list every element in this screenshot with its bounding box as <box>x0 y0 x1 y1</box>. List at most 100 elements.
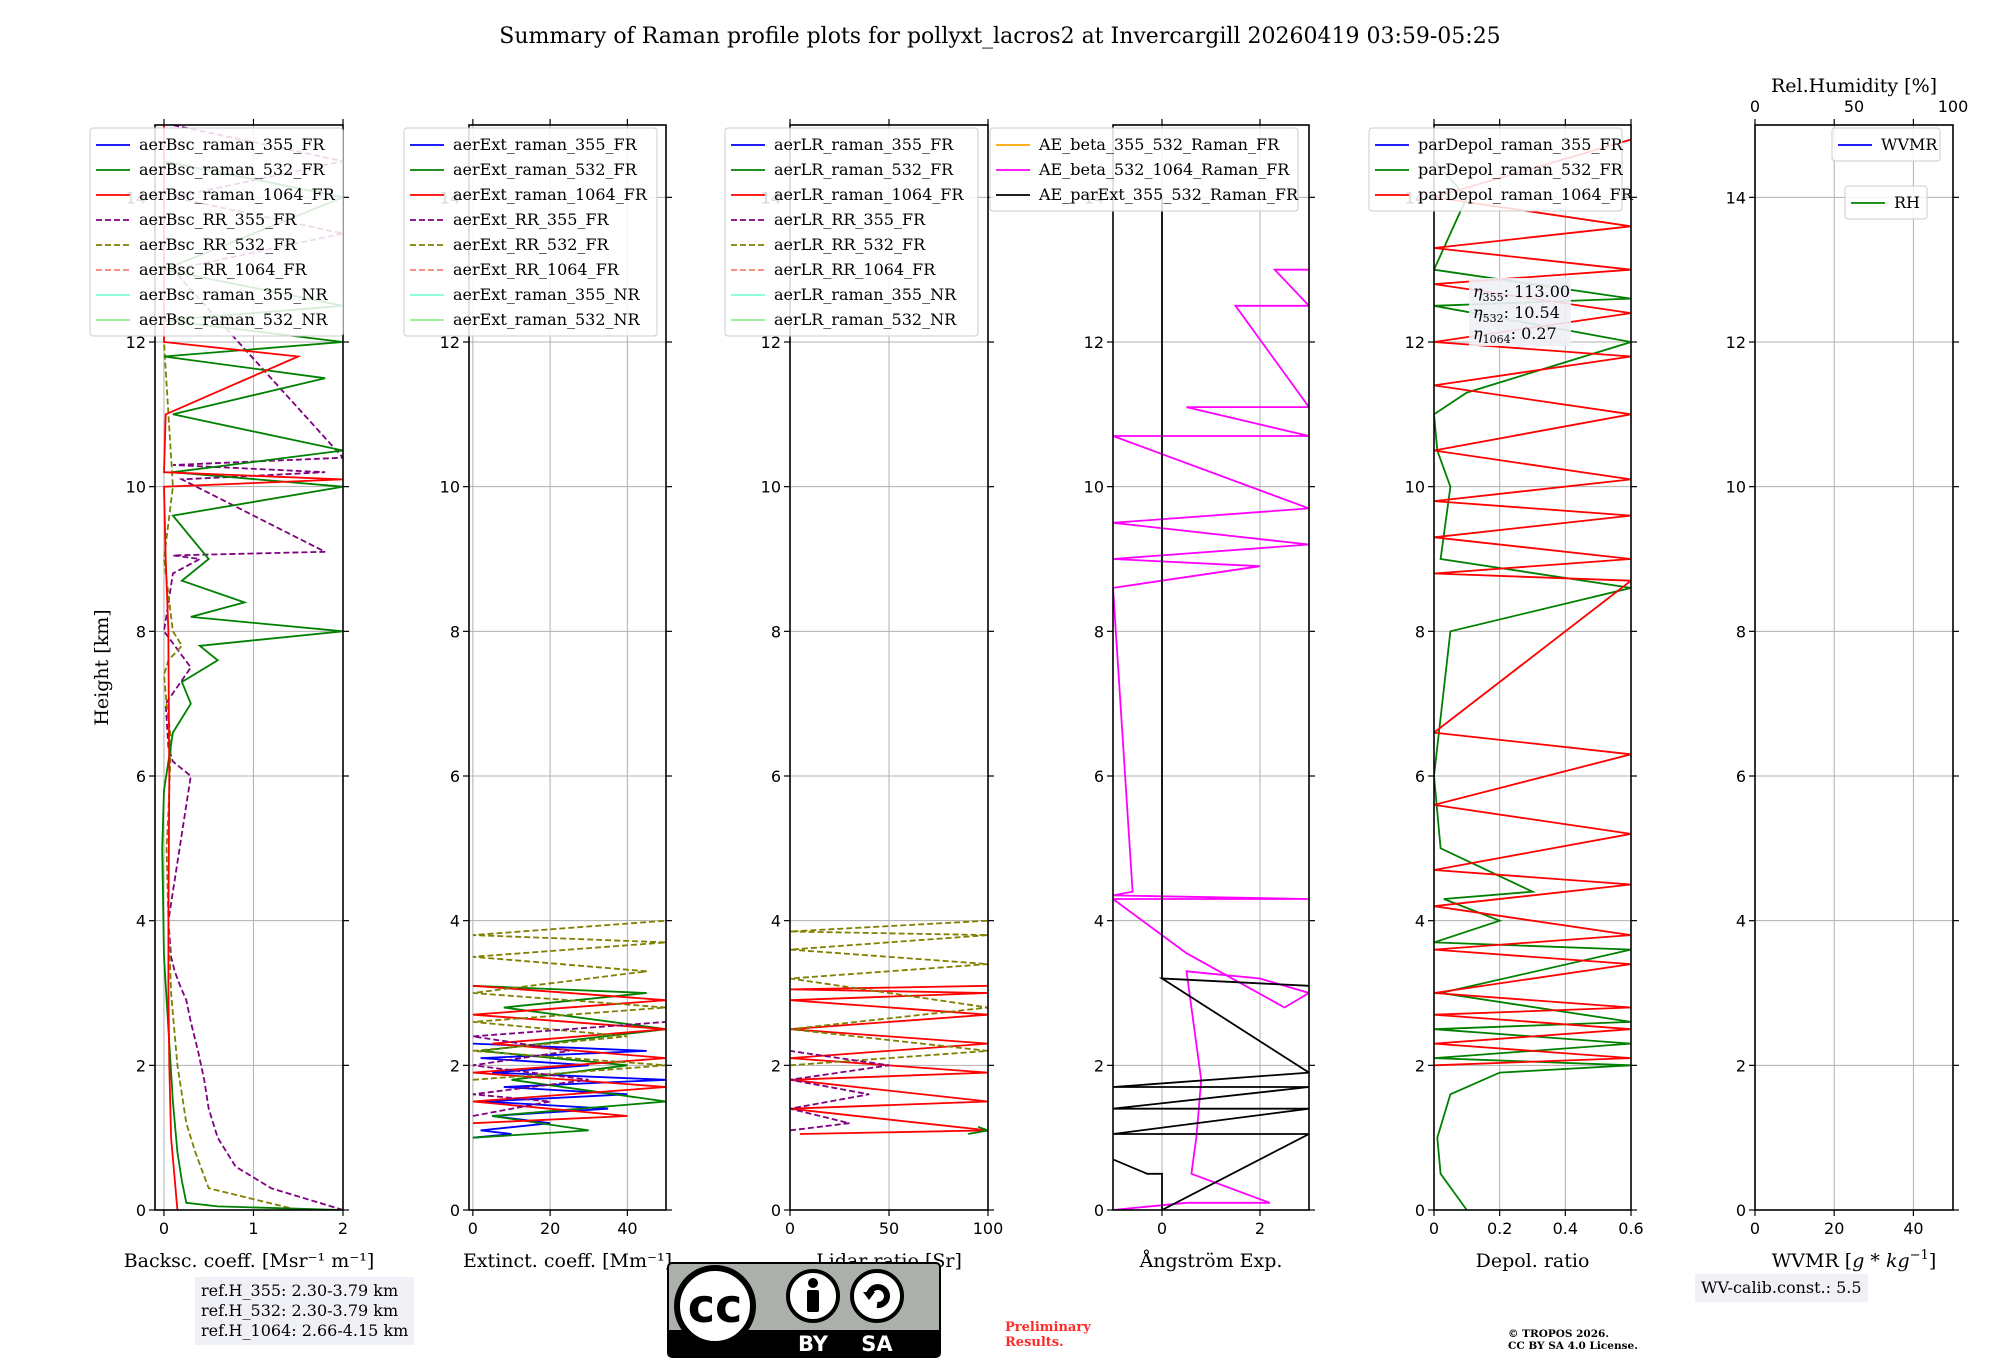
series-group <box>1434 138 1631 1210</box>
axes-frame <box>1754 124 1954 1211</box>
legend-label: aerExt_raman_1064_FR <box>453 185 648 204</box>
y-tick-label: 0 <box>1415 1201 1425 1220</box>
legend-frame <box>1831 127 1941 162</box>
legend-label: aerLR_raman_355_NR <box>774 285 957 304</box>
series-group <box>1113 197 1309 1210</box>
series-aerExt_raman_355_FR <box>472 1042 666 1139</box>
series-aerLR_RR_532_FR <box>790 919 988 1067</box>
legend-label: parDepol_raman_355_FR <box>1418 135 1624 154</box>
x-tick-label: 0 <box>1429 1219 1439 1238</box>
wv-calib-label: WV-calib.const.: 5.5 <box>1701 1278 1862 1297</box>
legend: AE_beta_355_532_Raman_FR AE_beta_532_1064… <box>989 127 1299 212</box>
y-tick-label: 0 <box>1094 1201 1104 1220</box>
y-tick-label: 8 <box>1415 622 1425 641</box>
series-group <box>160 125 343 1210</box>
y-tick-label: 10 <box>761 478 781 497</box>
ref-height-532: ref.H_532: 2.30-3.79 km <box>201 1301 399 1320</box>
x-tick-label: 2 <box>338 1219 348 1238</box>
x-tick-label: 1 <box>248 1219 258 1238</box>
y-tick-label: 6 <box>1415 767 1425 786</box>
legend-label: aerExt_raman_532_FR <box>453 160 638 179</box>
x-axis-label: Backsc. coeff. [Msr⁻¹ m⁻¹] <box>124 1250 375 1272</box>
ref-height-355: ref.H_355: 2.30-3.79 km <box>201 1281 399 1300</box>
x-axis-label: WVMR [g * kg−1] <box>1772 1248 1937 1272</box>
x-tick-label: 0.2 <box>1487 1219 1512 1238</box>
top-axis-label: Rel.Humidity [%] <box>1771 75 1937 97</box>
eta-532: η532: 10.54 <box>1473 303 1560 325</box>
legend-label: aerBsc_RR_532_FR <box>139 235 297 254</box>
y-tick-label: 2 <box>450 1056 460 1075</box>
y-tick-label: 10 <box>1405 478 1425 497</box>
ref-height-1064: ref.H_1064: 2.66-4.15 km <box>201 1321 409 1340</box>
legend-label: parDepol_raman_532_FR <box>1418 160 1624 179</box>
y-tick-label: 4 <box>1736 912 1746 931</box>
legend-label: aerLR_raman_532_NR <box>774 310 957 329</box>
panel-ext: 0204002468101214Extinct. coeff. [Mm⁻¹]ae… <box>403 119 672 1272</box>
legend-label: aerBsc_RR_1064_FR <box>139 260 308 279</box>
y-tick-label: 12 <box>761 333 781 352</box>
legend-label: aerExt_raman_532_NR <box>453 310 641 329</box>
copyright-line-1: © TROPOS 2026. <box>1508 1328 1610 1340</box>
preliminary-line-2: Results. <box>1005 1335 1064 1350</box>
x-axis-label: Extinct. coeff. [Mm⁻¹] <box>463 1250 672 1272</box>
top-x-tick-label: 100 <box>1938 97 1969 116</box>
y-tick-label: 2 <box>136 1056 146 1075</box>
legend-label: AE_beta_532_1064_Raman_FR <box>1038 160 1290 179</box>
y-tick-label: 8 <box>771 622 781 641</box>
legend: parDepol_raman_355_FR parDepol_raman_532_… <box>1368 127 1634 212</box>
legend-label: parDepol_raman_1064_FR <box>1418 185 1634 204</box>
y-tick-label: 8 <box>450 622 460 641</box>
legend-label: aerExt_raman_355_FR <box>453 135 638 154</box>
legend-frame <box>1368 127 1623 212</box>
legend-label: aerLR_RR_355_FR <box>774 210 926 229</box>
legend: aerLR_raman_355_FR aerLR_raman_532_FR aerL… <box>724 127 979 337</box>
legend-label: aerLR_RR_1064_FR <box>774 260 936 279</box>
legend-label: aerExt_RR_1064_FR <box>453 260 620 279</box>
y-tick-label: 4 <box>1094 912 1104 931</box>
x-tick-label: 0 <box>159 1219 169 1238</box>
copyright-note: © TROPOS 2026. CC BY SA 4.0 License. <box>1508 1328 1638 1352</box>
y-tick-label: 12 <box>440 333 460 352</box>
y-tick-label: 6 <box>771 767 781 786</box>
axes-frame <box>154 124 344 1211</box>
cc-by-text: BY <box>798 1332 829 1356</box>
copyright-line-2: CC BY SA 4.0 License. <box>1508 1340 1638 1352</box>
legend-label: aerBsc_raman_532_FR <box>139 160 325 179</box>
y-tick-label: 12 <box>1726 333 1746 352</box>
y-tick-label: 10 <box>1726 478 1746 497</box>
x-tick-label: 0 <box>1750 1219 1760 1238</box>
x-axis-label: Depol. ratio <box>1476 1250 1590 1272</box>
legend-label: aerBsc_RR_355_FR <box>139 210 297 229</box>
legend-label: aerLR_raman_1064_FR <box>774 185 964 204</box>
x-tick-label: 40 <box>617 1219 637 1238</box>
preliminary-note: Preliminary Results. <box>1005 1320 1091 1350</box>
axes-frame <box>1112 124 1310 1211</box>
y-tick-label: 12 <box>1405 333 1425 352</box>
y-tick-label: 4 <box>450 912 460 931</box>
x-tick-label: 50 <box>879 1219 899 1238</box>
legend: aerBsc_raman_355_FR aerBsc_raman_532_FRae… <box>89 127 344 337</box>
legend-label: aerBsc_raman_355_NR <box>139 285 328 304</box>
panel-lr: 05010002468101214Lidar ratio [Sr]aerLR_r… <box>724 119 1003 1272</box>
series-aerBsc_raman_1064_FR <box>163 125 343 1210</box>
series-aerLR_raman_532_FR <box>968 1125 988 1135</box>
top-x-tick-label: 50 <box>1844 97 1864 116</box>
y-tick-label: 2 <box>1415 1056 1425 1075</box>
top-x-tick-label: 0 <box>1750 97 1760 116</box>
legend-rh: RH <box>1844 185 1928 220</box>
x-tick-label: 20 <box>540 1219 560 1238</box>
axes-frame <box>468 124 667 1211</box>
y-tick-label: 12 <box>126 333 146 352</box>
y-tick-label: 8 <box>1094 622 1104 641</box>
legend-frame <box>89 127 344 337</box>
legend-frame <box>724 127 979 337</box>
series-aerExt_RR_532_FR <box>472 919 666 1081</box>
legend-frame <box>989 127 1299 212</box>
x-tick-label: 0 <box>785 1219 795 1238</box>
legend: WVMR <box>1831 127 1941 162</box>
x-tick-label: 40 <box>1903 1219 1923 1238</box>
cc-sa-text: SA <box>861 1332 893 1356</box>
panel-wv: 0 20 40 0 2 4 6 8 10 12 14 WVMR [g * kg−1] 0 50 100Rel… <box>1726 75 1969 1272</box>
